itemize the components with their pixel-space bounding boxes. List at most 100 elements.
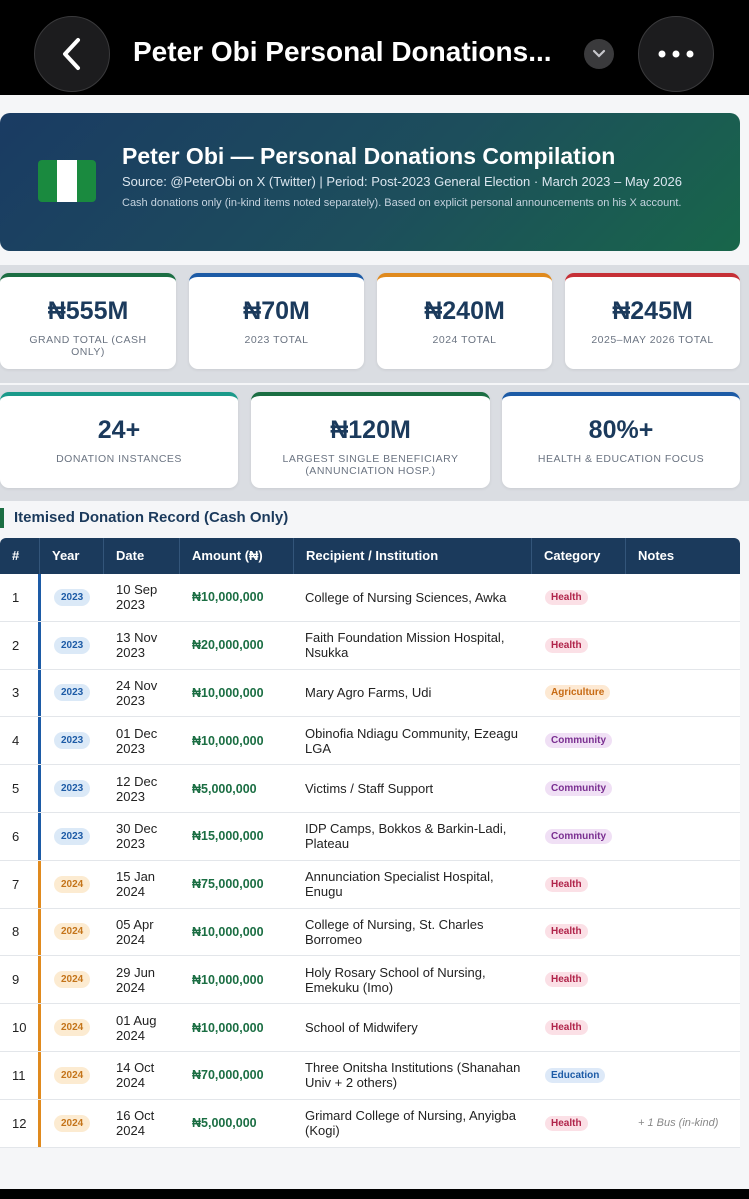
column-header: Category [532,538,626,574]
year-badge: 2023 [54,588,91,606]
row-number: 9 [12,972,20,988]
table-row: 7 2024 15 Jan 2024 ₦75,000,000 Annunciation … [0,860,740,909]
year-badge: 2023 [54,732,91,750]
donation-amount: ₦10,000,000 [192,1020,264,1035]
donation-date: 10 Sep 2023 [116,582,158,613]
recipient-name: Three Onitsha Institutions (Shanahan Uni… [305,1060,521,1091]
hero-banner: Peter Obi — Personal Donations Compilati… [0,113,740,251]
donation-amount: ₦10,000,000 [192,685,264,700]
recipient-name: Annunciation Specialist Hospital, Enugu [305,869,494,900]
year-badge: 2023 [54,636,91,654]
expand-title-button[interactable] [584,39,614,69]
year-badge: 2024 [54,875,91,893]
page-title: Peter Obi Personal Donations... [133,36,552,67]
app-top-bar: Peter Obi Personal Donations... [0,0,749,95]
year-indicator-bar [38,574,41,621]
recipient-name: Holy Rosary School of Nursing, Emekuku (… [305,964,486,995]
recipient-name: College of Nursing Sciences, Awka [305,589,507,605]
donation-amount: ₦10,000,000 [192,733,264,748]
donation-table: # Year Date Amount (₦) Recipient / Insti… [0,538,740,1148]
category-badge: Community [545,733,612,749]
year-indicator-bar [38,1099,41,1147]
hero-title: Peter Obi — Personal Donations Compilati… [122,143,616,169]
stat-card-largest-beneficiary: ₦120M LARGEST SINGLE BENEFICIARY (ANNUNC… [251,392,490,488]
donation-date: 30 Dec 2023 [116,821,158,852]
stat-label: DONATION INSTANCES [56,453,182,465]
stat-card-2025-total: ₦245M 2025–MAY 2026 TOTAL [565,273,740,369]
stat-value: ₦245M [612,297,693,325]
row-number: 4 [12,733,20,749]
stat-value: ₦240M [424,297,505,325]
recipient-name: Grimard College of Nursing, Anyigba (Kog… [305,1108,516,1139]
category-badge: Community [545,781,612,797]
donation-date: 16 Oct 2024 [116,1108,155,1139]
row-number: 6 [12,828,20,844]
year-badge: 2024 [54,1066,91,1084]
hero-note: Cash donations only (in-kind items noted… [122,197,682,209]
donation-amount: ₦5,000,000 [192,1116,257,1131]
donation-amount: ₦20,000,000 [192,638,264,653]
back-button[interactable] [34,16,110,92]
stat-value: ₦555M [47,297,129,325]
year-badge: 2024 [54,1114,91,1132]
year-indicator-bar [38,1004,41,1051]
recipient-name: Faith Foundation Mission Hospital, Nsukk… [305,630,505,661]
category-badge: Health [545,924,588,940]
row-number: 1 [12,589,20,605]
category-badge: Health [545,637,588,653]
table-row: 10 2024 01 Aug 2024 ₦10,000,000 School of Mi… [0,1004,740,1052]
table-row: 5 2023 12 Dec 2023 ₦5,000,000 Victims / Staf… [0,765,740,813]
table-row: 6 2023 30 Dec 2023 ₦15,000,000 IDP Camps, Bo… [0,812,740,861]
hero-subtitle: Source: @PeterObi on X (Twitter) | Perio… [122,174,682,189]
stat-label: GRAND TOTAL (CASH ONLY) [29,334,147,358]
category-badge: Health [545,589,588,605]
category-badge: Community [545,828,612,844]
stat-label: 2025–MAY 2026 TOTAL [591,334,714,346]
year-indicator-bar [38,908,41,956]
column-header: Recipient / Institution [294,538,532,574]
table-row: 9 2024 29 Jun 2024 ₦10,000,000 Holy Rosary S… [0,956,740,1005]
donation-date: 01 Dec 2023 [116,725,158,756]
donation-date: 15 Jan 2024 [116,869,156,900]
donation-date: 13 Nov 2023 [116,630,158,661]
year-indicator-bar [38,812,41,860]
column-header: Amount (₦) [180,538,294,574]
donation-note: + 1 Bus (in-kind) [638,1117,719,1130]
stat-label: 2023 TOTAL [244,334,309,346]
donation-amount: ₦10,000,000 [192,590,264,605]
row-number: 2 [12,637,20,653]
year-badge: 2024 [54,1019,91,1037]
stat-label: HEALTH & EDUCATION FOCUS [537,453,705,465]
donation-date: 05 Apr 2024 [116,916,154,947]
row-number: 10 [12,1020,27,1036]
stat-card-2023-total: ₦70M 2023 TOTAL [189,273,364,369]
year-badge: 2024 [54,971,91,989]
stat-value: ₦120M [330,416,411,444]
category-badge: Education [545,1067,606,1083]
year-indicator-bar [38,621,41,669]
table-row: 4 2023 01 Dec 2023 ₦10,000,000 Obinofia Ndia… [0,717,740,766]
table-row: 12 2024 16 Oct 2024 ₦5,000,000 Grimard Colle… [0,1099,740,1148]
column-header: Date [104,538,180,574]
donation-date: 01 Aug 2024 [116,1012,157,1043]
category-badge: Health [545,876,588,892]
year-badge: 2023 [54,827,91,845]
year-badge: 2023 [54,684,91,702]
row-number: 8 [12,924,20,940]
stat-label: LARGEST SINGLE BENEFICIARY (ANNUNCIATION… [282,453,459,477]
recipient-name: School of Midwifery [305,1020,418,1036]
row-number: 3 [12,685,20,701]
table-row: 8 2024 05 Apr 2024 ₦10,000,000 College of Nu… [0,908,740,957]
stats-row-totals: ₦555M GRAND TOTAL (CASH ONLY) ₦70M 2023 … [0,265,749,383]
more-options-button[interactable] [638,16,714,92]
donation-amount: ₦5,000,000 [192,781,257,796]
table-row: 2 2023 13 Nov 2023 ₦20,000,000 Faith Foundat… [0,621,740,670]
row-number: 12 [12,1115,27,1131]
table-row: 1 2023 10 Sep 2023 ₦10,000,000 College of Nu… [0,574,740,622]
donation-amount: ₦10,000,000 [192,924,264,939]
recipient-name: Victims / Staff Support [305,781,434,797]
donation-date: 29 Jun 2024 [116,964,156,995]
category-badge: Agriculture [545,685,611,701]
donation-date: 14 Oct 2024 [116,1060,155,1091]
year-indicator-bar [38,717,41,765]
